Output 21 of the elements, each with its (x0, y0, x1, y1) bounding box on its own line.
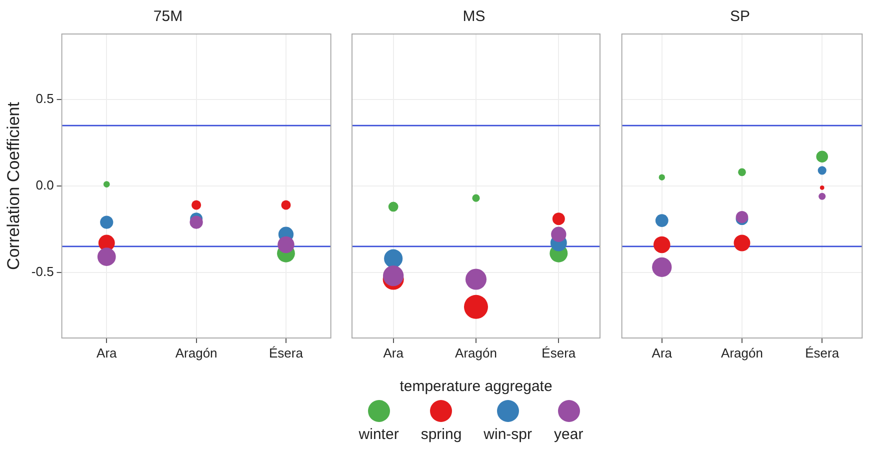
y-tick-label: 0.0 (36, 178, 54, 193)
x-tick-label: Ara (383, 345, 404, 360)
legend-label: winter (358, 426, 399, 443)
y-tick-label: -0.5 (31, 264, 54, 279)
chart-title: 75M (153, 8, 183, 26)
x-tick-label: Ara (96, 345, 118, 360)
legend-label: year (554, 426, 584, 443)
x-tick-label: Ésera (542, 345, 576, 360)
x-tick-label: Ésera (268, 345, 304, 360)
x-tick-label: Aragón (175, 345, 218, 360)
x-tick-label: Ésera (805, 345, 840, 360)
x-tick-label: Ara (652, 345, 673, 360)
x-axis-title: temperature aggregate (400, 378, 552, 396)
chart-title: MS (462, 8, 486, 26)
legend-label: win-spr (484, 426, 532, 443)
y-axis-title: Correlation Coefficient (4, 102, 23, 270)
y-tick-label: 0.5 (36, 91, 54, 106)
legend-label: spring (420, 426, 462, 443)
chart-title: SP (730, 8, 750, 26)
x-tick-label: Aragón (721, 345, 763, 360)
x-tick-label: Aragón (455, 345, 497, 360)
